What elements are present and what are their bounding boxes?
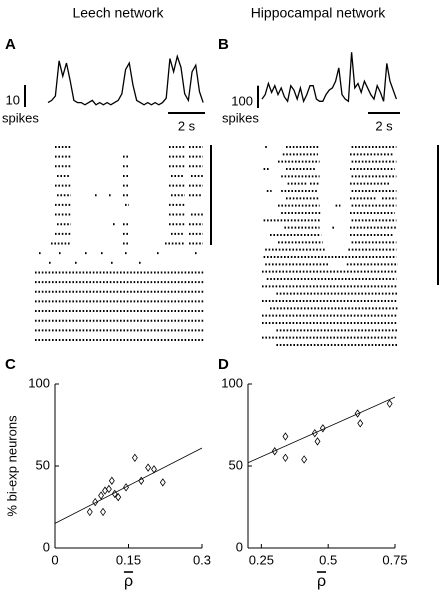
point [100, 507, 106, 517]
point [354, 409, 361, 418]
point [98, 491, 104, 500]
x-tick-label: 0.3 [193, 552, 211, 567]
point [271, 447, 278, 456]
point [282, 453, 289, 462]
y-tick-label: 0 [236, 539, 243, 554]
point [151, 465, 157, 474]
point [159, 478, 166, 487]
y-scale-label: 100 [231, 93, 253, 108]
point [319, 424, 326, 433]
y-scale-unit: spikes [2, 110, 39, 125]
x-tick-label: 0.5 [319, 552, 337, 567]
y-tick-label: 100 [28, 375, 50, 390]
point [115, 492, 122, 502]
point [131, 453, 138, 462]
point [386, 399, 393, 408]
x-tick-label: 0.25 [249, 552, 274, 567]
trace [47, 54, 204, 106]
chart-title: Hippocampal network [251, 5, 387, 21]
x-tick-label: 0.75 [382, 552, 407, 567]
panel-label: A [5, 36, 16, 53]
y-axis-label: % bi-exp neurons [4, 415, 19, 517]
y-tick-label: 100 [221, 375, 243, 390]
panel-label: C [5, 356, 16, 373]
panel-label: D [218, 356, 229, 373]
x-tick-label: 0.15 [116, 552, 141, 567]
x-axis-label: ρ [124, 573, 133, 590]
y-scale-unit: spikes [222, 110, 259, 125]
point [145, 463, 152, 472]
point [123, 483, 129, 492]
y-tick-label: 50 [229, 457, 243, 472]
point [111, 489, 118, 499]
trace [261, 52, 398, 104]
point [314, 437, 321, 446]
point [86, 507, 93, 517]
y-scale-label: 10 [6, 92, 20, 107]
point [92, 497, 99, 507]
x-scale-label: 2 s [375, 118, 393, 133]
point [357, 419, 364, 428]
y-tick-label: 50 [36, 457, 50, 472]
x-axis-label: ρ [317, 573, 326, 590]
point [108, 476, 115, 485]
point [301, 455, 308, 464]
x-scale-label: 2 s [178, 118, 196, 133]
fit-line [54, 447, 203, 524]
point [311, 429, 318, 438]
panel-label: B [218, 36, 229, 53]
point [138, 476, 145, 485]
chart-title: Leech network [72, 5, 164, 21]
point [105, 484, 112, 494]
x-tick-label: 0 [51, 552, 58, 567]
point [282, 432, 289, 441]
y-tick-label: 0 [43, 539, 50, 554]
